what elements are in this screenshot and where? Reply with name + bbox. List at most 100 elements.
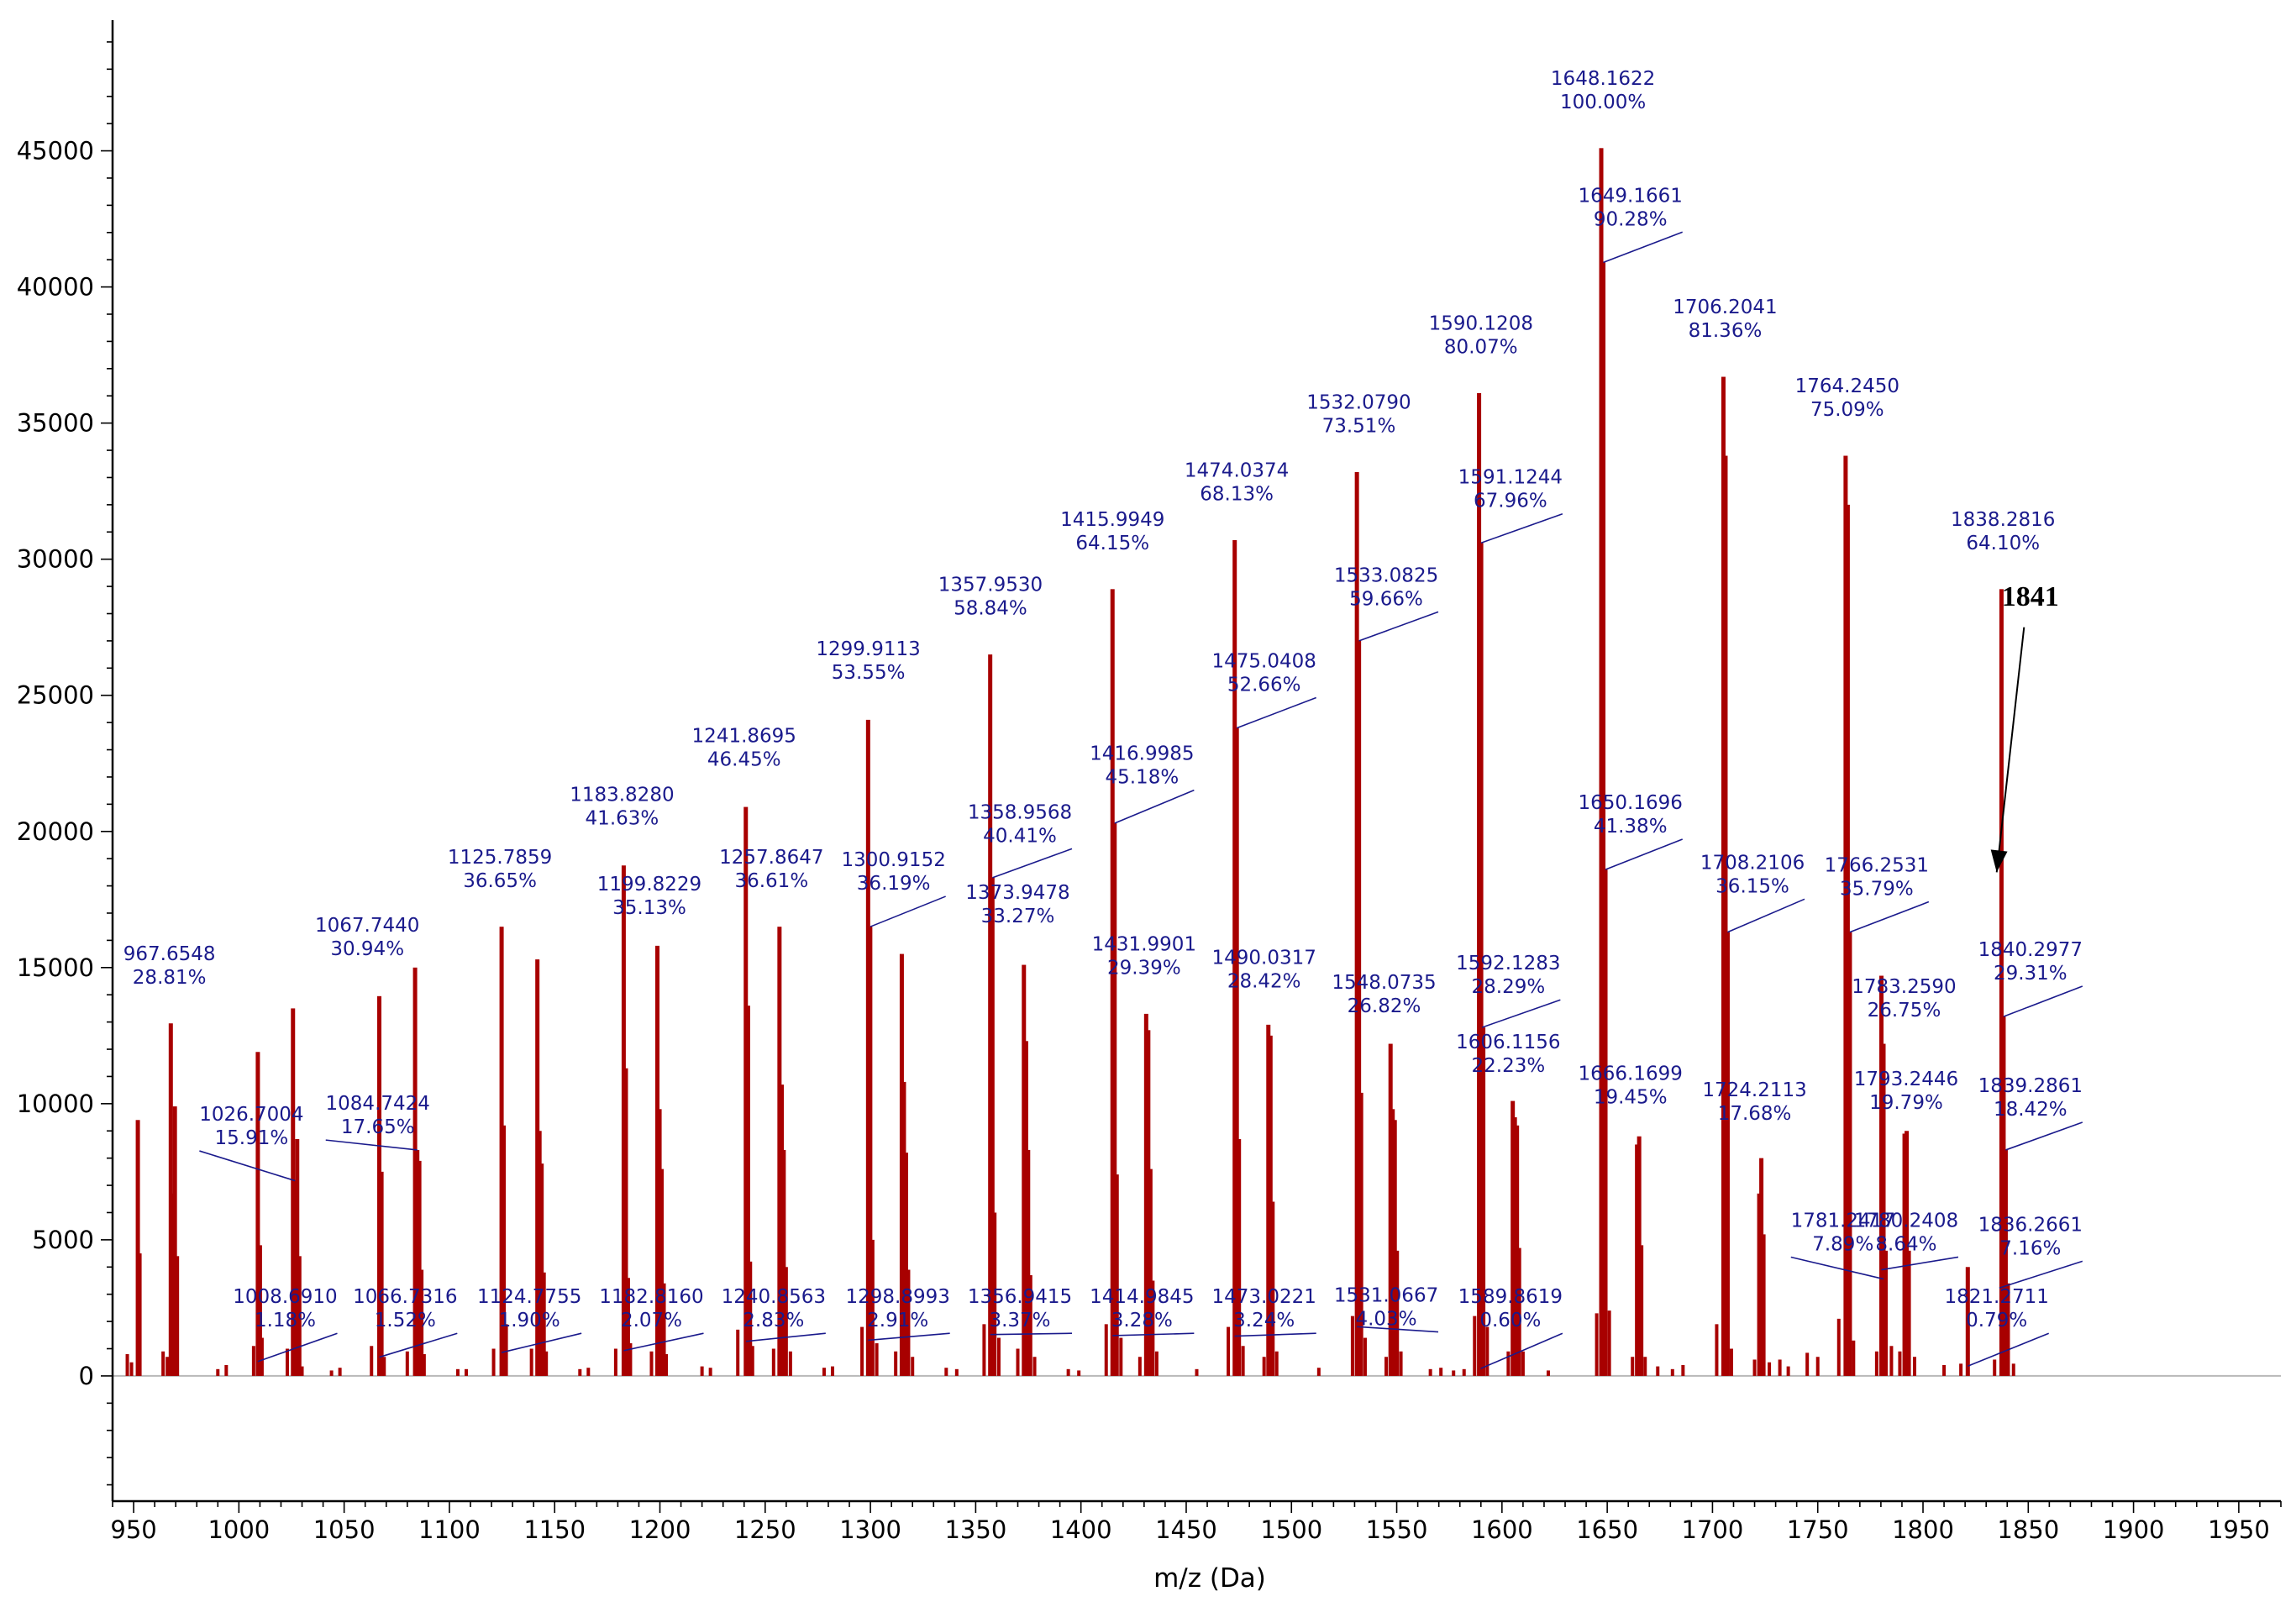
peak-percent-label: 3.28% [1111,1310,1173,1331]
y-tick-label: 40000 [17,273,94,302]
spectrum-bar [1392,1120,1397,1376]
spectrum-bar [292,1180,297,1376]
peak-percent-label: 1.90% [499,1310,560,1331]
peak-percent-label: 41.38% [1594,816,1668,838]
noise-bar [700,1366,704,1376]
noise-bar [260,1337,264,1376]
noise-bar [649,1351,654,1376]
peak-percent-label: 26.75% [1868,1000,1941,1021]
noise-bar [788,1351,792,1376]
spectrum-bar [783,1267,788,1376]
x-tick-label: 1350 [944,1515,1006,1544]
spectrum-bar [291,1008,296,1376]
spectrum-bar [1516,1247,1521,1376]
peak-percent-label: 35.13% [612,897,686,919]
noise-bar [1546,1370,1550,1376]
peak-mz-label: 1548.0735 [1332,972,1436,994]
noise-bar [944,1368,948,1376]
noise-bar [2011,1363,2015,1376]
spectrum-bar [171,1193,176,1376]
noise-bar [329,1370,334,1376]
x-tick-label: 1550 [1366,1515,1428,1544]
peak-percent-label: 36.61% [734,870,808,892]
x-tick-label: 1600 [1471,1515,1533,1544]
noise-bar [1852,1340,1856,1376]
peak-mz-label: 1840.2977 [1978,939,2083,961]
x-tick-label: 1300 [839,1515,901,1544]
peak-mz-label: 1591.1244 [1458,467,1563,489]
peak-mz-label: 1298.8993 [845,1286,949,1308]
peak-percent-label: 17.65% [341,1116,415,1138]
noise-bar [1473,1316,1477,1376]
noise-bar [1363,1337,1367,1376]
noise-bar [1729,1348,1733,1376]
leader-line [2003,985,2083,1017]
noise-bar [613,1348,617,1376]
spectrum-bar [1026,1149,1031,1376]
spectrum-bar [1388,1043,1393,1376]
noise-bar [1993,1359,1997,1376]
peak-percent-label: 3.24% [1233,1310,1295,1331]
arrow-annotation: 1841 [1990,581,2059,873]
peak-mz-label: 1533.0825 [1334,565,1438,586]
peak-mz-label: 1008.6910 [233,1286,337,1308]
peak-percent-label: 46.45% [707,749,781,771]
noise-bar [1607,1310,1611,1376]
peak-mz-label: 1821.2711 [1945,1286,2049,1308]
spectrum-bar [295,1138,300,1376]
spectrum-bar [137,1253,142,1376]
peak-percent-label: 0.60% [1479,1310,1541,1331]
noise-bar [422,1353,426,1376]
spectrum-bar [988,654,993,1376]
noise-bar [1137,1357,1142,1376]
noise-bar [822,1368,826,1376]
spectrum-bar [1512,1117,1517,1376]
peak-mz-label: 1182.8160 [599,1286,703,1308]
x-tick-label: 1000 [208,1515,270,1544]
peak-mz-label: 1606.1156 [1456,1032,1560,1053]
x-tick-label: 1400 [1050,1515,1112,1544]
leader-line [870,895,946,927]
noise-bar [504,1324,508,1376]
spectrum-bar [1148,1168,1153,1376]
peak-mz-label: 1183.8280 [570,784,674,806]
spectrum-bar [257,1245,262,1376]
peak-percent-label: 29.39% [1107,958,1181,979]
noise-bar [1195,1368,1199,1376]
peak-mz-label: 1532.0790 [1306,392,1411,414]
peak-mz-label: 1838.2816 [1951,509,2055,531]
spectrum-bar [379,1171,384,1376]
spectrum-bar [1999,589,2004,1376]
x-tick-label: 1950 [2208,1515,2270,1544]
x-tick-label: 1650 [1576,1515,1638,1544]
spectrum-bar [135,1120,140,1376]
peak-mz-label: 1793.2446 [1854,1069,1958,1090]
noise-bar [1836,1318,1841,1376]
peak-percent-label: 7.16% [1999,1237,2061,1259]
peak-percent-label: 100.00% [1560,92,1646,113]
noise-bar [1595,1313,1599,1376]
leader-line [1357,1326,1439,1333]
leader-line [379,1332,458,1358]
peak-percent-label: 19.45% [1594,1086,1668,1108]
peak-percent-label: 90.28% [1594,208,1668,230]
x-tick-label: 1050 [313,1515,376,1544]
spectrum-bar [1112,823,1117,1376]
noise-bar [1032,1357,1037,1376]
peak-percent-label: 4.03% [1355,1309,1416,1331]
leader-line [1603,231,1683,264]
leader-line [1968,1332,2050,1367]
spectrum-bar [2001,1016,2006,1376]
peak-mz-label: 1356.9415 [968,1286,1072,1308]
noise-bar [1752,1359,1757,1376]
y-tick-label: 0 [79,1362,94,1390]
x-tick-label: 1750 [1787,1515,1849,1544]
peak-percent-label: 18.42% [1994,1099,2067,1121]
noise-bar [285,1348,289,1376]
peak-percent-label: 81.36% [1689,320,1763,342]
noise-bar [1241,1346,1245,1376]
leader-line [1234,1332,1316,1337]
noise-bar [491,1348,496,1376]
peak-mz-label: 1299.9113 [816,638,920,660]
spectrum-bar [1234,727,1239,1376]
